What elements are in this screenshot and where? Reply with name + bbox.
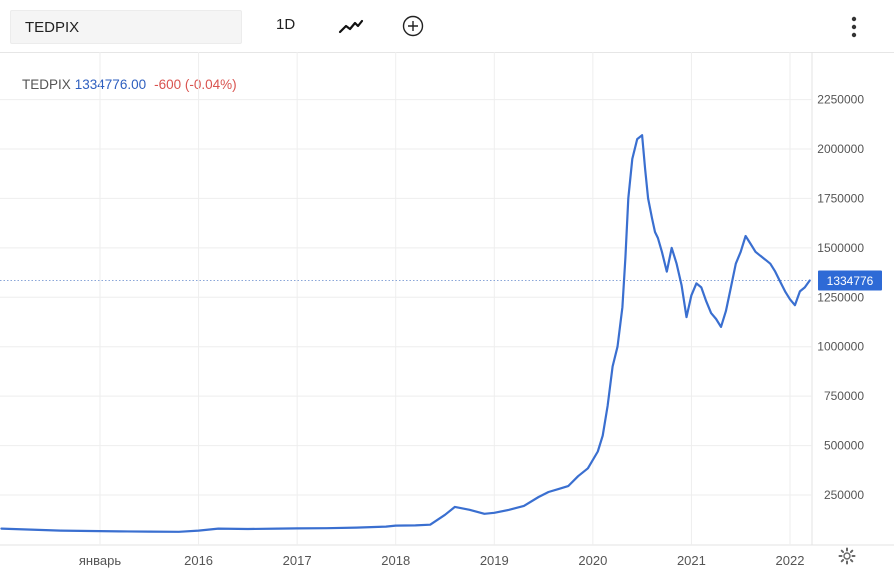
y-tick-label: 1500000 bbox=[817, 241, 864, 255]
y-tick-label: 2000000 bbox=[817, 142, 864, 156]
x-tick-label: 2016 bbox=[184, 553, 213, 568]
interval-button[interactable]: 1D bbox=[276, 16, 296, 33]
x-tick-label: 2020 bbox=[578, 553, 607, 568]
last-price-label: 1334776 bbox=[827, 274, 874, 288]
series-line bbox=[0, 134, 811, 533]
y-tick-label: 1000000 bbox=[817, 340, 864, 354]
x-tick-label: 2019 bbox=[480, 553, 509, 568]
price-chart[interactable]: 250000 500000 750000 1000000 1250000 1500000 1… bbox=[0, 52, 894, 573]
symbol-search-input[interactable]: TEDPIX bbox=[10, 10, 242, 44]
x-tick-label: 2018 bbox=[381, 553, 410, 568]
chart-legend: TEDPIX 1334776.00 -600 (-0.04%) bbox=[22, 77, 237, 92]
chart-toolbar: TEDPIX 1D bbox=[0, 0, 894, 53]
legend-value: 1334776.00 bbox=[74, 77, 147, 92]
settings-gear-icon[interactable] bbox=[838, 547, 856, 565]
more-vertical-icon[interactable] bbox=[846, 14, 862, 42]
line-chart-icon[interactable] bbox=[338, 16, 364, 38]
y-tick-label: 1250000 bbox=[817, 290, 864, 304]
x-tick-label: 2017 bbox=[283, 553, 312, 568]
x-tick-label: 2022 bbox=[776, 553, 805, 568]
symbol-text: TEDPIX bbox=[25, 18, 80, 36]
x-tick-label: 2021 bbox=[677, 553, 706, 568]
legend-symbol: TEDPIX bbox=[22, 77, 71, 92]
x-tick-label: январь bbox=[79, 553, 121, 568]
y-tick-label: 500000 bbox=[824, 439, 864, 453]
y-tick-label: 1750000 bbox=[817, 191, 864, 205]
last-price-badge bbox=[818, 270, 882, 291]
y-tick-label: 250000 bbox=[824, 488, 864, 502]
y-tick-label: 2250000 bbox=[817, 93, 864, 107]
legend-change: -600 (-0.04%) bbox=[154, 77, 237, 92]
y-tick-label: 750000 bbox=[824, 389, 864, 403]
add-compare-icon[interactable] bbox=[402, 15, 424, 37]
